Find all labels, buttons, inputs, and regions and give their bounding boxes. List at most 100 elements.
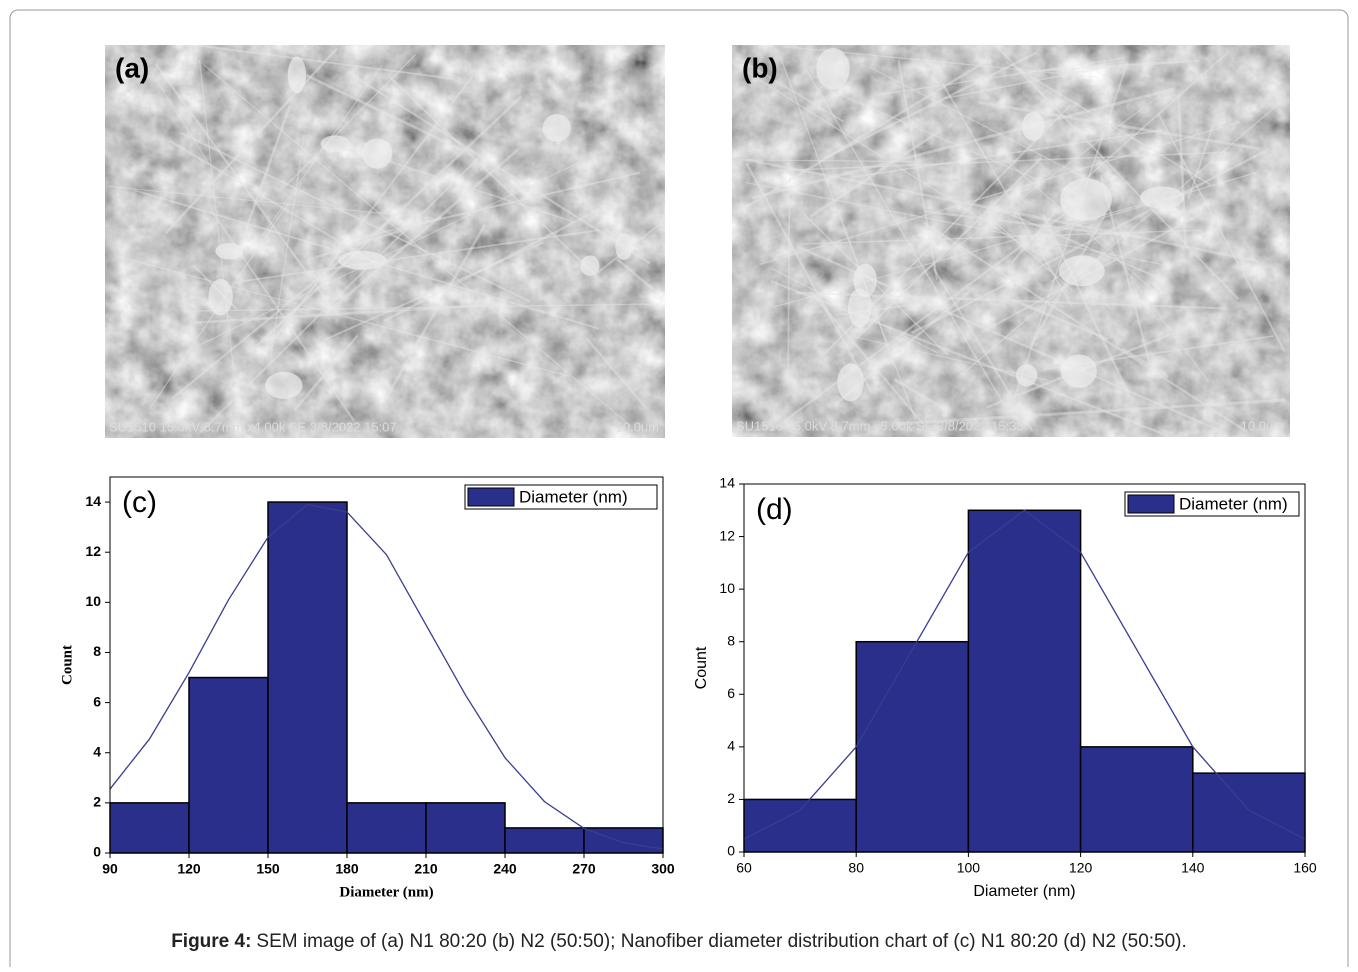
y-tick-label: 0 <box>727 843 735 859</box>
fiber <box>855 156 1043 340</box>
bar <box>504 827 585 854</box>
bar <box>346 802 427 854</box>
caption: Figure 4: SEM image of (a) N1 80:20 (b) N… <box>171 931 1187 952</box>
fiber <box>616 258 661 296</box>
fiber <box>735 159 913 163</box>
bead <box>1061 354 1097 388</box>
fiber <box>1002 210 1159 279</box>
y-tick-label: 6 <box>727 685 735 701</box>
fiber <box>108 185 434 219</box>
fiber <box>809 291 927 428</box>
fiber <box>1012 298 1109 341</box>
fiber <box>165 47 339 234</box>
fiber <box>941 82 1073 307</box>
fiber <box>350 73 651 265</box>
fiber <box>932 268 1034 432</box>
fiber <box>1005 61 1211 186</box>
bead <box>847 288 872 328</box>
y-tick-label: 12 <box>85 543 101 559</box>
fiber <box>383 224 486 402</box>
fiber <box>1121 347 1169 379</box>
fiber <box>1042 59 1199 72</box>
fiber <box>801 229 1201 245</box>
bead <box>287 56 306 94</box>
sem-scale: 10.0um <box>616 419 659 434</box>
panel-label: (a) <box>115 52 149 83</box>
fiber <box>191 303 496 325</box>
fiber <box>1011 62 1129 405</box>
y-tick-label: 4 <box>93 743 101 759</box>
bead <box>816 47 850 90</box>
y-tick-label: 2 <box>727 790 735 806</box>
fiber <box>745 181 1170 267</box>
legend-label: Diameter (nm) <box>519 487 628 506</box>
fiber <box>869 66 1108 190</box>
sem-scale: 10.0um <box>1241 418 1284 433</box>
y-tick-label: 10 <box>719 580 735 596</box>
bar <box>1192 772 1306 853</box>
y-tick-label: 0 <box>93 844 101 860</box>
fiber <box>893 378 947 411</box>
bead <box>853 263 877 298</box>
y-tick-label: 2 <box>93 794 101 810</box>
fiber <box>263 74 474 353</box>
fiber <box>1090 222 1209 382</box>
y-axis-label: Count <box>59 645 75 685</box>
y-tick-label: 14 <box>85 493 101 509</box>
y-axis-label: Count <box>693 646 710 689</box>
legend-swatch <box>1127 494 1175 514</box>
fiber <box>293 334 359 412</box>
fiber <box>169 140 381 267</box>
x-tick-label: 270 <box>572 861 596 877</box>
fiber <box>787 177 791 381</box>
plot-frame <box>109 476 664 854</box>
fiber <box>191 303 660 312</box>
bead <box>320 135 351 153</box>
x-tick-label: 180 <box>335 861 359 877</box>
fiber <box>197 44 455 80</box>
x-tick-label: 60 <box>736 860 752 876</box>
fiber <box>961 98 1286 375</box>
bar <box>855 640 970 853</box>
sem-images: (a) SU1510 15.0kV 8.7mm x4.00k SE 3/8/202… <box>104 44 1291 439</box>
fiber <box>154 63 337 314</box>
fiber <box>203 64 632 427</box>
plot-frame <box>743 483 1306 853</box>
fiber <box>1007 161 1162 299</box>
fiber <box>910 148 1269 335</box>
fiber <box>978 101 1261 151</box>
fit-curve <box>743 509 1306 840</box>
fiber <box>174 148 608 358</box>
fiber <box>875 57 1125 96</box>
fiber <box>897 59 939 280</box>
fiber <box>305 74 464 152</box>
bar <box>743 798 857 853</box>
fiber <box>852 129 1163 179</box>
bead <box>208 278 233 316</box>
fiber <box>1062 51 1229 200</box>
fiber <box>270 135 305 356</box>
sem-info: SU1510 15.0kV 8.7mm x5.00k SE 3/8/2022 1… <box>736 418 1024 433</box>
y-tick-label: 8 <box>727 632 735 648</box>
fiber <box>987 215 1073 292</box>
fiber <box>736 56 845 123</box>
bar <box>1079 746 1194 853</box>
x-tick-label: 90 <box>102 861 118 877</box>
legend-swatch <box>467 487 515 507</box>
fiber <box>1034 171 1257 239</box>
histogram-chart: 0 2 4 6 8 10 12 14 60 80 100 120 140 160 Diameter (nm)… <box>693 475 1317 901</box>
bar <box>267 501 348 854</box>
panel-label: (d) <box>756 493 793 526</box>
x-tick-label: 120 <box>177 861 201 877</box>
bead <box>615 233 633 261</box>
fiber <box>896 398 1286 426</box>
fiber <box>585 337 649 410</box>
x-tick-label: 160 <box>1293 860 1317 876</box>
fiber <box>779 57 917 421</box>
bead <box>265 371 303 399</box>
fiber <box>1187 123 1215 200</box>
fiber <box>237 229 601 283</box>
